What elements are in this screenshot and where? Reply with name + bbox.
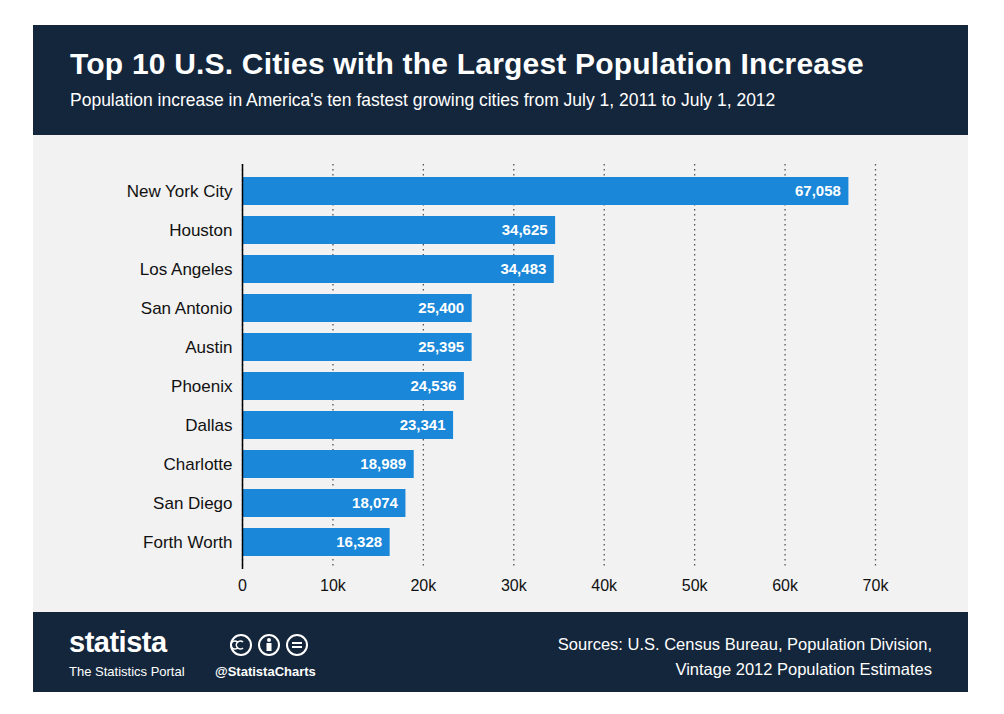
svg-text:San Diego: San Diego <box>153 494 232 513</box>
html-text:Vintage 2012 Population Estima: Vintage 2012 Population Estimates <box>675 660 932 678</box>
svg-text:50k: 50k <box>682 577 709 594</box>
html-text:Sources: U.S. Census Bureau, P: Sources: U.S. Census Bureau, Population … <box>557 635 932 653</box>
svg-text:16,328: 16,328 <box>336 533 382 550</box>
svg-text:70k: 70k <box>863 577 890 594</box>
svg-text:Phoenix: Phoenix <box>171 377 233 396</box>
html-text:Population increase in America: Population increase in America's ten fas… <box>70 90 776 110</box>
svg-text:30k: 30k <box>501 577 528 594</box>
html-text:Top 10 U.S. Cities with the La: Top 10 U.S. Cities with the Largest Popu… <box>70 47 864 80</box>
svg-text:Los Angeles: Los Angeles <box>140 260 233 279</box>
svg-text:Charlotte: Charlotte <box>164 455 233 474</box>
svg-text:40k: 40k <box>591 577 618 594</box>
svg-text:20k: 20k <box>410 577 437 594</box>
svg-text:10k: 10k <box>320 577 347 594</box>
svg-text:23,341: 23,341 <box>400 416 446 433</box>
svg-text:Dallas: Dallas <box>185 416 232 435</box>
svg-text:67,058: 67,058 <box>795 182 841 199</box>
svg-text:25,400: 25,400 <box>418 299 464 316</box>
html-text:statista: statista <box>69 626 167 658</box>
svg-text:Austin: Austin <box>185 338 232 357</box>
svg-text:San Antonio: San Antonio <box>141 299 233 318</box>
svg-text:60k: 60k <box>772 577 799 594</box>
html-text:@StatistaCharts: @StatistaCharts <box>215 664 316 679</box>
svg-text:34,483: 34,483 <box>500 260 546 277</box>
svg-text:New York City: New York City <box>127 182 233 201</box>
svg-text:18,989: 18,989 <box>360 455 406 472</box>
svg-text:25,395: 25,395 <box>418 338 464 355</box>
svg-text:0: 0 <box>238 577 247 594</box>
svg-text:18,074: 18,074 <box>352 494 399 511</box>
svg-text:Houston: Houston <box>169 221 232 240</box>
svg-text:34,625: 34,625 <box>502 221 548 238</box>
svg-text:Forth Worth: Forth Worth <box>143 533 232 552</box>
svg-text:24,536: 24,536 <box>410 377 456 394</box>
html-text:The Statistics Portal: The Statistics Portal <box>69 664 185 679</box>
